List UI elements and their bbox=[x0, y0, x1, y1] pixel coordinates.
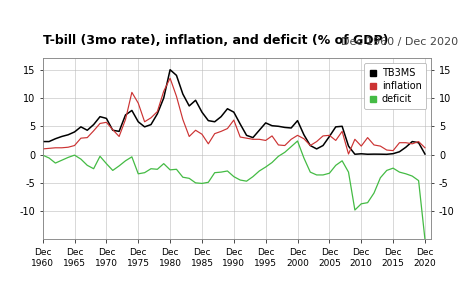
Text: Dec 1960 / Dec 2020: Dec 1960 / Dec 2020 bbox=[341, 37, 458, 47]
Legend: TB3MS, inflation, deficit: TB3MS, inflation, deficit bbox=[364, 63, 427, 109]
Text: T-bill (3mo rate), inflation, and deficit (% of GDP): T-bill (3mo rate), inflation, and defici… bbox=[43, 34, 388, 47]
